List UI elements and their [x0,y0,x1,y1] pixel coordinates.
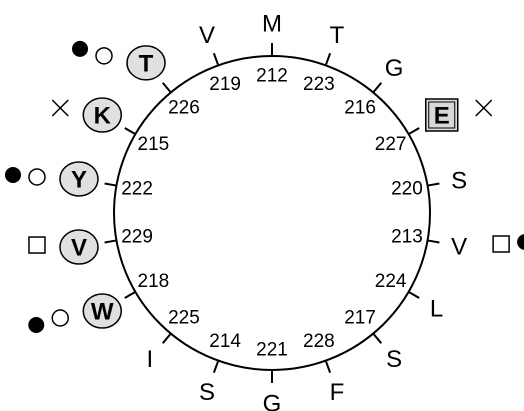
filled-dot [517,234,524,250]
residue-highlight [82,293,123,329]
tick [427,239,440,244]
cross [51,99,69,117]
tick [161,333,172,344]
tick [212,52,219,65]
residue-number: 212 [256,66,288,87]
residue-number: 213 [391,226,423,247]
tick [325,361,332,374]
tick [372,333,383,344]
residue-letter: I [147,346,154,373]
residue-letter: M [262,11,282,38]
residue-number: 227 [375,134,407,155]
residue-number: 228 [303,331,335,352]
filled-dot [28,317,45,333]
filled-dot [72,40,89,57]
tick [104,182,117,187]
residue-number: 229 [121,226,153,247]
filled-dot [4,166,21,183]
residue-highlight [59,229,99,265]
residue-letter: F [330,379,345,406]
residue-number: 223 [303,74,335,95]
open-square [492,235,510,253]
open-square [28,236,46,254]
open-dot [95,47,113,65]
residue-number: 225 [168,307,200,328]
residue-letter: S [451,168,467,195]
residue-letter: V [451,233,467,260]
residue-number: 219 [209,74,241,95]
open-dot [51,309,70,327]
residue-letter: T [139,50,154,77]
tick [124,291,136,299]
residue-highlight [82,97,123,133]
residue-highlight [59,161,99,197]
tick [161,82,172,93]
residue-letter: T [330,22,345,49]
helix-circle [113,55,431,371]
residue-letter: V [199,22,215,49]
tick [408,127,420,135]
residue-number: 221 [256,340,288,361]
residue-letter: S [199,379,215,406]
residue-letter: S [386,346,402,373]
residue-box [424,98,459,132]
residue-letter: E [434,103,450,130]
residue-number: 215 [138,134,170,155]
tick [408,291,420,299]
cross [475,99,493,117]
residue-number: 218 [138,271,170,292]
residue-number: 222 [121,179,153,200]
open-dot [28,168,46,186]
tick [372,82,383,93]
residue-letter: W [91,299,114,326]
tick [325,52,332,65]
residue-highlight [126,45,166,81]
residue-letter: K [94,103,112,130]
residue-letter: Y [71,166,87,193]
residue-number: 220 [391,179,423,200]
tick [124,127,136,135]
residue-number: 216 [344,98,376,119]
residue-number: 226 [168,98,200,119]
residue-number: 214 [209,331,241,352]
residue-number: 217 [344,307,376,328]
residue-box-inner [428,101,456,129]
residue-letter: V [71,235,87,262]
residue-number: 224 [375,271,407,292]
tick [427,182,440,187]
residue-letter: G [263,391,282,411]
tick [104,239,117,244]
residue-letter: L [430,296,443,323]
tick [212,361,219,374]
residue-letter: G [385,55,404,82]
